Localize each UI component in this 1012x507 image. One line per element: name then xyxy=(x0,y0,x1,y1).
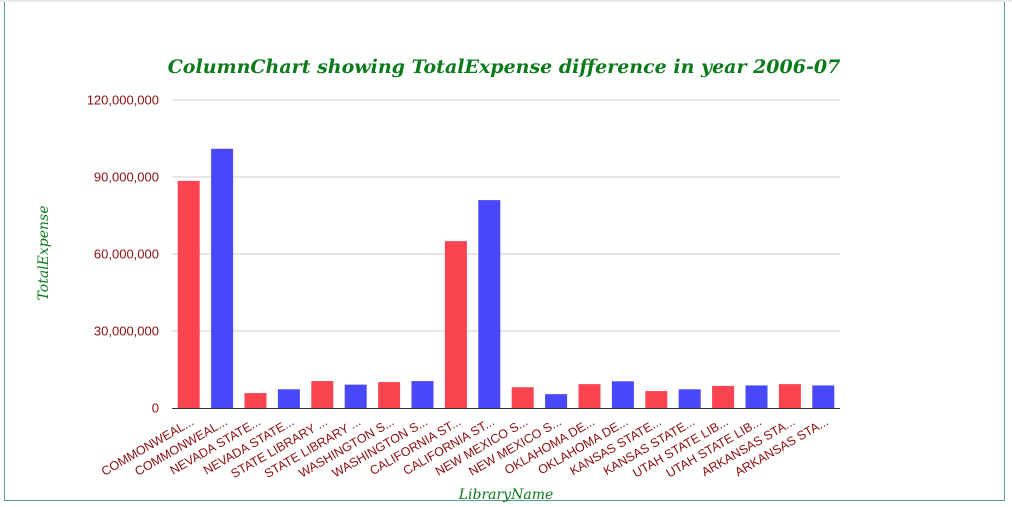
bar[interactable] xyxy=(745,385,768,408)
bar[interactable] xyxy=(211,148,234,408)
chart-title: ColumnChart showing TotalExpense differe… xyxy=(168,56,841,78)
bar[interactable] xyxy=(611,381,634,408)
bar[interactable] xyxy=(778,384,801,408)
bar[interactable] xyxy=(511,387,534,408)
gridlines xyxy=(172,99,840,332)
top-border xyxy=(0,0,1012,2)
bar[interactable] xyxy=(177,180,200,408)
bar[interactable] xyxy=(378,382,401,408)
y-tick-label: 0 xyxy=(152,401,159,416)
x-axis-title: LibraryName xyxy=(458,487,554,503)
y-tick-labels: 0 30,000,000 60,000,000 90,000,000 120,000,0… xyxy=(87,93,159,416)
bar[interactable] xyxy=(411,381,434,408)
bar[interactable] xyxy=(478,200,501,408)
y-tick-label: 60,000,000 xyxy=(94,247,159,262)
chart-frame xyxy=(4,2,1005,501)
bar[interactable] xyxy=(645,391,668,408)
bar[interactable] xyxy=(545,394,568,408)
x-tick-labels: COMMONWEAL...COMMONWEAL...NEVADA STATE..… xyxy=(99,414,831,481)
bar[interactable] xyxy=(311,381,334,408)
bar[interactable] xyxy=(812,385,835,408)
bar[interactable] xyxy=(578,384,601,408)
bar[interactable] xyxy=(712,385,735,408)
y-axis-title: TotalExpense xyxy=(36,206,52,301)
bars xyxy=(177,148,835,408)
bar[interactable] xyxy=(344,384,367,408)
y-tick-label: 30,000,000 xyxy=(94,324,159,339)
bar[interactable] xyxy=(444,241,467,408)
y-tick-label: 90,000,000 xyxy=(94,170,159,185)
bar[interactable] xyxy=(244,393,267,408)
bar[interactable] xyxy=(678,389,701,408)
bar[interactable] xyxy=(277,389,300,408)
y-tick-label: 120,000,000 xyxy=(87,93,159,108)
